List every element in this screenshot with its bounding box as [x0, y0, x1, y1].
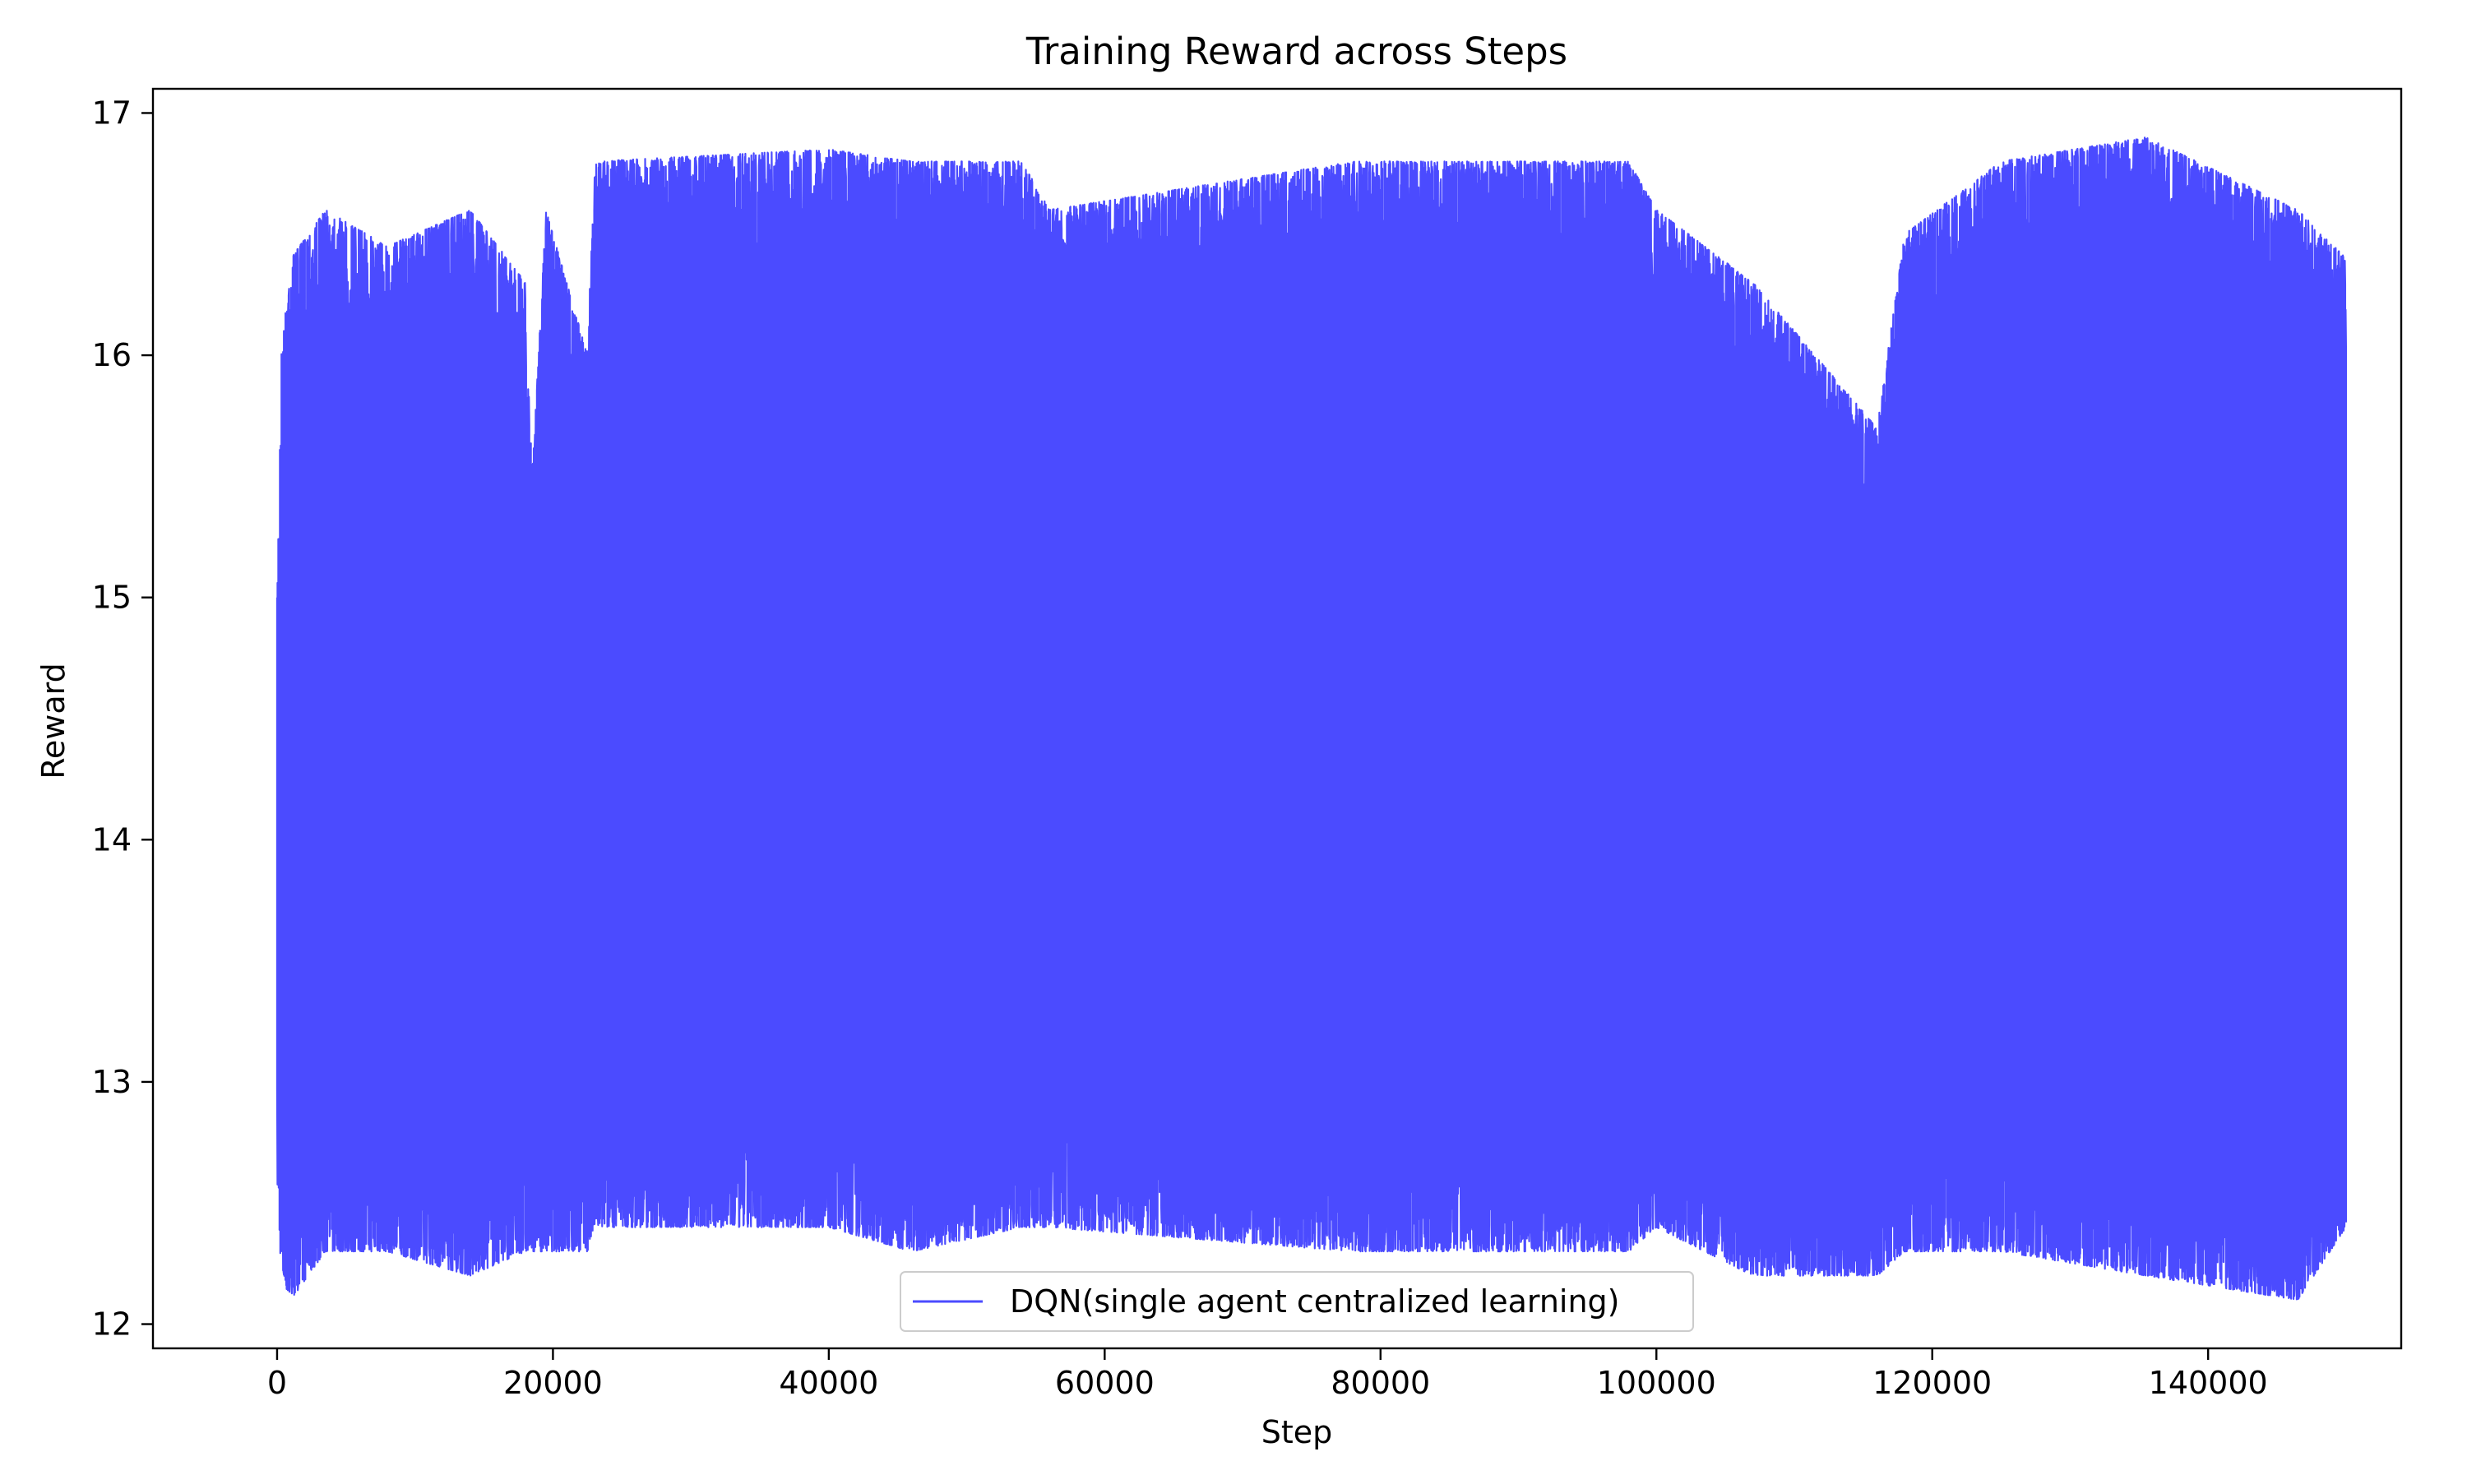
legend: DQN(single agent centralized learning): [900, 1271, 1694, 1332]
y-tick-label: 14: [92, 821, 132, 858]
y-tick-label: 13: [92, 1064, 132, 1100]
series-line-dqn: [275, 136, 2348, 1301]
legend-label-series-1: DQN(single agent centralized learning): [1010, 1283, 1620, 1320]
x-tick-label: 60000: [1055, 1365, 1155, 1401]
y-tick-label: 16: [92, 337, 132, 373]
legend-box: [900, 1271, 1694, 1332]
plot-area: [275, 136, 2348, 1301]
y-axis-label: Reward: [35, 663, 72, 779]
y-tick-label: 15: [92, 580, 132, 616]
x-tick-label: 40000: [779, 1365, 878, 1401]
x-tick-label: 140000: [2149, 1365, 2268, 1401]
y-tick-label: 12: [92, 1306, 132, 1343]
y-tick-label: 17: [92, 95, 132, 131]
axes-frame: [151, 87, 2403, 1350]
x-axis-label: Step: [1261, 1414, 1333, 1450]
x-tick-label: 20000: [503, 1365, 603, 1401]
x-tick-label: 100000: [1597, 1365, 1716, 1401]
x-tick-label: 0: [267, 1365, 287, 1401]
chart-title: Training Reward across Steps: [1025, 30, 1567, 73]
x-tick-label: 120000: [1872, 1365, 1992, 1401]
axes: 0 20000 40000 60000 80000 100000 120000 140000 1…: [92, 87, 2403, 1401]
x-tick-label: 80000: [1331, 1365, 1430, 1401]
